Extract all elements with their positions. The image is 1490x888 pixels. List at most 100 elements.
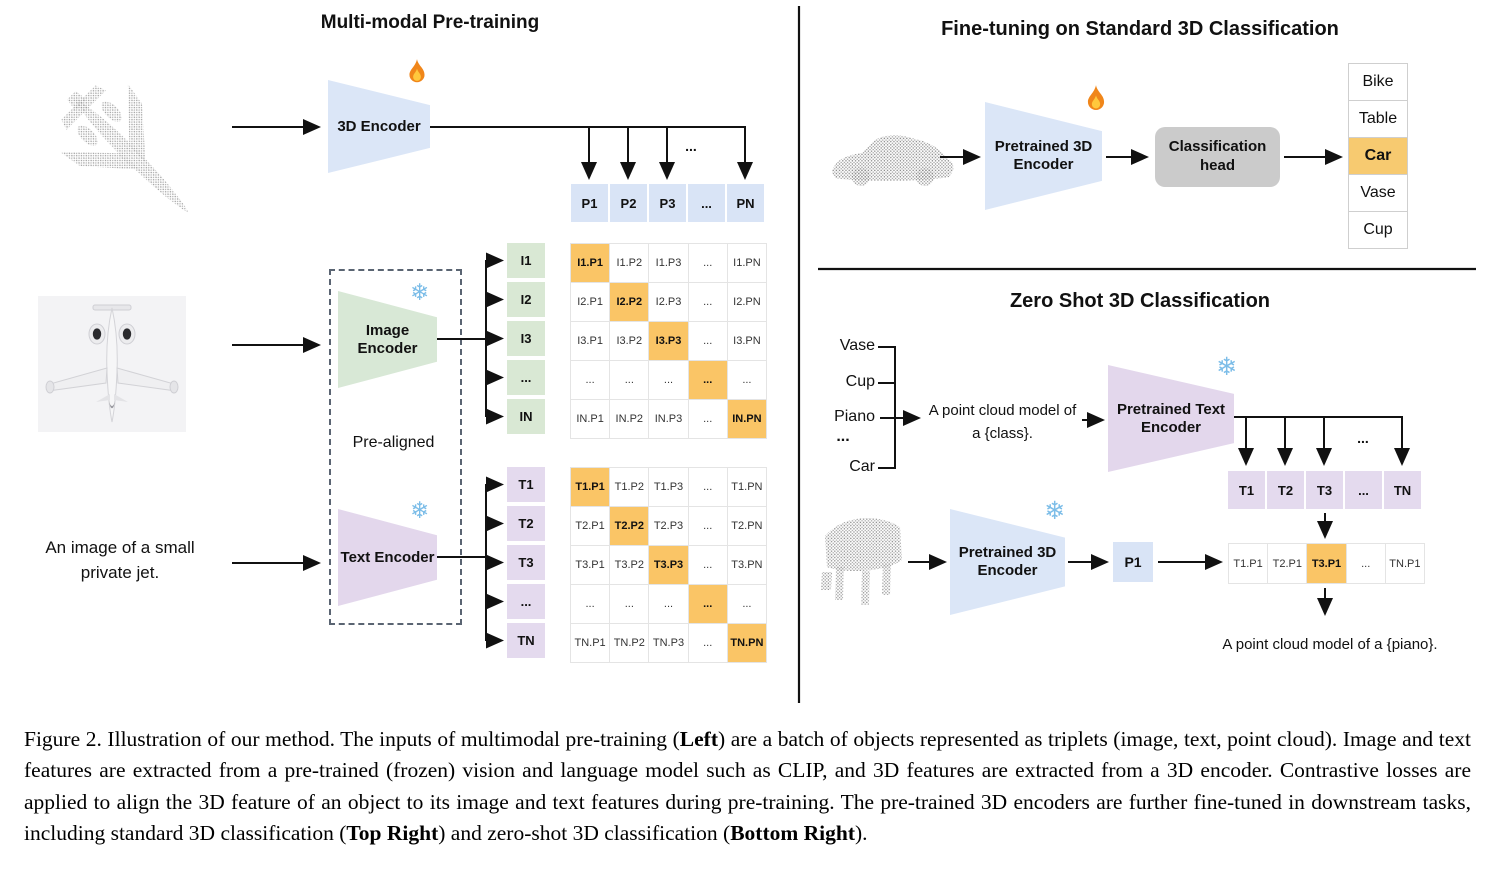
zs-output-prompt: A point cloud model of a {piano}. — [1222, 636, 1438, 653]
classification-head-label: Classification head — [1168, 138, 1267, 174]
i-matrix-cell: ... — [727, 361, 766, 399]
t-matrix-cell: T2.P3 — [649, 507, 688, 545]
t-matrix-cell: T2.PN — [727, 507, 766, 545]
i-matrix-cell: I3.PN — [727, 322, 766, 360]
i-matrix-cell: I1.PN — [727, 244, 766, 282]
i-matrix-cell: ... — [649, 361, 688, 399]
snowflake-icon: ❄ — [1216, 352, 1237, 381]
t-matrix-cell: TN.PN — [727, 624, 766, 662]
t-matrix-cell: TN.P2 — [610, 624, 649, 662]
i-matrix-cell: IN.P1 — [571, 400, 610, 438]
result-cell: ... — [1346, 544, 1385, 583]
pretrained-3d-encoder-label: Pretrained 3D Encoder — [994, 138, 1093, 173]
i-matrix-cell: I3.P3 — [649, 322, 688, 360]
i-matrix-cell: I3.P1 — [571, 322, 610, 360]
3d-encoder-label: 3D Encoder — [337, 117, 421, 135]
p1-feature-box: P1 — [1113, 542, 1153, 582]
caption-segment: ) and zero-shot 3D classification ( — [438, 821, 731, 846]
i-matrix-cell: IN.P2 — [610, 400, 649, 438]
t-matrix-cell: T1.PN — [727, 468, 766, 506]
t-matrix-cell: ... — [688, 507, 727, 545]
t-matrix-cell: ... — [688, 546, 727, 584]
classification-head-box: Classification head — [1155, 127, 1280, 187]
i-cell: ... — [507, 360, 545, 395]
image-feature-column: I1 I2 I3... IN — [507, 243, 545, 434]
car-point-cloud — [832, 135, 954, 186]
i-matrix-cell: I3.P2 — [610, 322, 649, 360]
i-matrix-cell: I1.P2 — [610, 244, 649, 282]
zs-class-cup: Cup — [845, 373, 875, 390]
class-cell: Car — [1349, 138, 1407, 175]
pre-aligned-label: Pre-aligned — [352, 434, 435, 451]
i-matrix-cell: I2.P2 — [610, 283, 649, 321]
caption-bold-segment: Top Right — [346, 821, 439, 846]
class-cell: Vase — [1349, 175, 1407, 212]
t-cell: ... — [1345, 471, 1382, 509]
i-matrix-cell: ... — [571, 361, 610, 399]
i-matrix-cell: ... — [610, 361, 649, 399]
p-cell: ... — [688, 184, 725, 222]
caption-bold-segment: Left — [679, 727, 718, 751]
caption-segment: ) are a batch of objects represented as … — [24, 727, 1472, 846]
figure-caption: Figure 2. Illustration of our method. Th… — [24, 724, 1471, 850]
t-cell: T1 — [1228, 471, 1265, 509]
p-cell: P3 — [649, 184, 686, 222]
caption-segment: Figure 2. Illustration of our method. Th… — [24, 727, 680, 751]
t-matrix-cell: ... — [688, 585, 727, 623]
caption-bold-segment: Bottom Right — [730, 821, 856, 846]
i-matrix-cell: ... — [688, 400, 727, 438]
t-matrix-cell: TN.P1 — [571, 624, 610, 662]
i-cell: I2 — [507, 282, 545, 317]
snowflake-icon: ❄ — [1044, 496, 1065, 525]
i-matrix-cell: IN.PN — [727, 400, 766, 438]
top-right-panel-title: Fine-tuning on Standard 3D Classificatio… — [941, 18, 1339, 40]
p-cell: PN — [727, 184, 764, 222]
pretrained-text-encoder-label: Pretrained Text Encoder — [1116, 400, 1226, 436]
result-cell: TN.P1 — [1385, 544, 1424, 583]
t-cell: T1 — [507, 467, 545, 502]
t-matrix-cell: T3.P1 — [571, 546, 610, 584]
t-matrix-cell: ... — [688, 468, 727, 506]
zs-class-vase: Vase — [839, 337, 875, 354]
i-matrix-cell: ... — [688, 322, 727, 360]
zs-text-feature-row: T1 T2 T3... TN — [1228, 471, 1421, 509]
t-matrix-cell: T3.P3 — [649, 546, 688, 584]
jet-image-drawing — [45, 304, 179, 423]
t-matrix-cell: TN.P3 — [649, 624, 688, 662]
t-matrix-cell: T3.P2 — [610, 546, 649, 584]
jet-image — [38, 296, 186, 432]
t-matrix-cell: T2.P2 — [610, 507, 649, 545]
i-matrix-cell: ... — [688, 283, 727, 321]
piano-point-cloud — [821, 518, 902, 605]
bottom-right-panel-title: Zero Shot 3D Classification — [1009, 290, 1271, 312]
snowflake-icon: ❄ — [410, 280, 430, 306]
text-encoder-label: Text Encoder — [340, 548, 435, 566]
i-matrix-cell: ... — [688, 244, 727, 282]
image-encoder-label: Image Encoder — [357, 321, 418, 357]
t-row-ellipsis: ... — [1357, 430, 1369, 446]
result-cell: T1.P1 — [1229, 544, 1268, 583]
t-matrix-cell: ... — [727, 585, 766, 623]
i-cell: IN — [507, 399, 545, 434]
t-matrix-cell: T2.P1 — [571, 507, 610, 545]
t-matrix-cell: ... — [571, 585, 610, 623]
pre-aligned-box — [329, 269, 462, 625]
3d-encoder-box: 3D Encoder — [328, 80, 430, 173]
t-matrix-cell: T1.P1 — [571, 468, 610, 506]
figure: Multi-modal Pre-training 3D Encoder ... … — [38, 6, 1476, 703]
t-matrix-cell: ... — [688, 624, 727, 662]
t-matrix-cell: ... — [610, 585, 649, 623]
i-matrix-cell: I2.PN — [727, 283, 766, 321]
t-matrix-cell: T3.PN — [727, 546, 766, 584]
pretrained-text-encoder-box: Pretrained Text Encoder — [1108, 365, 1234, 472]
zs-class-piano: Piano — [834, 408, 875, 425]
t-cell: TN — [507, 623, 545, 658]
i-cell: I3 — [507, 321, 545, 356]
p-row-ellipsis: ... — [685, 138, 697, 154]
fire-icon — [1087, 85, 1105, 110]
text-input-caption: An image of a small private jet. — [45, 538, 195, 582]
i-matrix-cell: I1.P1 — [571, 244, 610, 282]
zs-class-car: Car — [849, 458, 875, 475]
class-cell: Table — [1349, 101, 1407, 138]
snowflake-icon: ❄ — [410, 498, 430, 524]
